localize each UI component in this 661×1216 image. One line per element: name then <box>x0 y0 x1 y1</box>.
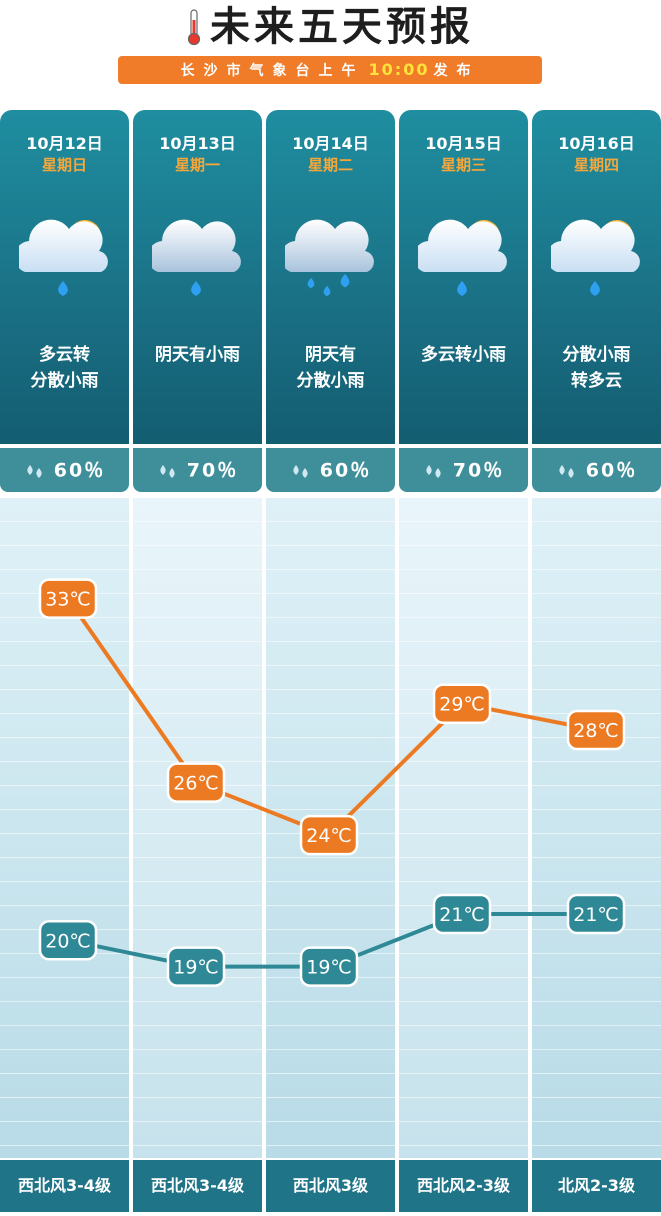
partly-cloudy-rain-icon <box>546 206 643 302</box>
precipitation-cell: 70％ <box>399 448 528 492</box>
temperature-label: 20℃ <box>45 930 91 952</box>
chart-column <box>399 498 528 1158</box>
day-date: 10月13日 <box>159 134 236 153</box>
low-temperature-point: 21℃ <box>566 893 626 935</box>
day-date: 10月16日 <box>558 134 635 153</box>
issue-suffix: 发布 <box>433 63 480 79</box>
partly-cloudy-rain-icon <box>14 206 111 302</box>
temperature-label: 33℃ <box>45 589 91 611</box>
precipitation-value: 60％ <box>585 459 638 482</box>
precipitation-cell: 70％ <box>133 448 262 492</box>
partly-cloudy-rain-icon <box>413 206 510 302</box>
wind-cell: 北风2-3级 <box>532 1160 661 1212</box>
chart-column <box>133 498 262 1158</box>
low-temperature-point: 19℃ <box>299 946 359 987</box>
weather-description-line: 多云转小雨 <box>421 345 506 365</box>
weather-description: 分散小雨 转多云 <box>532 342 661 394</box>
weather-description-line: 阴天有小雨 <box>155 345 240 365</box>
high-temperature-point: 28℃ <box>566 709 626 751</box>
day-date: 10月12日 <box>26 134 103 153</box>
precipitation-value: 70％ <box>452 459 505 482</box>
precipitation-cell: 60％ <box>0 448 129 492</box>
weather-description-line: 阴天有 <box>305 345 356 365</box>
droplets-icon <box>293 464 308 478</box>
wind-cell: 西北风3级 <box>266 1160 395 1212</box>
low-temperature-point: 20℃ <box>38 920 98 961</box>
raindrop <box>457 281 467 296</box>
issue-source: 长沙市气象台上午 <box>180 63 365 79</box>
weather-description-line: 分散小雨 <box>562 345 631 365</box>
droplets-icon <box>160 464 175 478</box>
overcast-rain-icon <box>147 206 244 302</box>
day-weekday: 星期三 <box>440 156 486 174</box>
temperature-chart-area: 33℃ 26℃ 24℃ 29℃ 28℃ 20℃ 19℃ 19℃ 21℃ 21℃ <box>0 498 661 1158</box>
overcast-showers-icon <box>280 206 377 302</box>
temperature-label: 21℃ <box>439 904 485 926</box>
precipitation-cell: 60％ <box>532 448 661 492</box>
day-panel: 10月14日 星期二阴天有分散小雨 <box>266 110 395 444</box>
raindrop <box>307 277 315 289</box>
weather-description: 多云转 分散小雨 <box>0 342 129 394</box>
title-row: 未来五天预报 <box>0 2 661 52</box>
low-temperature-point: 19℃ <box>166 946 226 987</box>
day-weekday: 星期二 <box>307 156 353 174</box>
day-weekday: 星期四 <box>573 156 619 174</box>
thermometer-icon <box>187 9 201 46</box>
weather-description-line: 多云转 <box>39 345 90 365</box>
precipitation-value: 60％ <box>319 459 372 482</box>
issue-banner: 长沙市气象台上午 10:00 发布 <box>118 56 542 84</box>
raindrop <box>340 273 350 288</box>
raindrop <box>323 285 331 297</box>
droplets-icon <box>27 464 42 478</box>
header: 未来五天预报 长沙市气象台上午 10:00 发布 <box>0 0 661 100</box>
chart-column <box>532 498 661 1158</box>
precipitation-cell: 60％ <box>266 448 395 492</box>
issue-time: 10:00 <box>368 60 430 79</box>
weather-description-line: 分散小雨 <box>30 371 99 391</box>
temperature-label: 26℃ <box>173 773 219 795</box>
weather-description: 阴天有 分散小雨 <box>266 342 395 394</box>
high-temperature-point: 29℃ <box>432 683 492 724</box>
droplets-icon <box>559 464 574 478</box>
low-temperature-point: 21℃ <box>432 893 492 935</box>
high-temperature-point: 26℃ <box>166 762 226 803</box>
temperature-label: 24℃ <box>306 825 352 847</box>
raindrop <box>58 281 68 296</box>
temperature-label: 28℃ <box>573 720 619 742</box>
temperature-label: 21℃ <box>573 904 619 926</box>
temperature-label: 19℃ <box>173 957 219 979</box>
page-title: 未来五天预报 <box>210 4 475 50</box>
high-temperature-point: 24℃ <box>299 814 359 856</box>
day-weekday: 星期日 <box>41 156 87 174</box>
day-date: 10月15日 <box>425 134 502 153</box>
wind-cell: 西北风2-3级 <box>399 1160 528 1212</box>
high-temperature-line <box>66 597 597 838</box>
weather-description-line: 分散小雨 <box>296 371 365 391</box>
temperature-line-chart: 33℃ 26℃ 24℃ 29℃ 28℃ 20℃ 19℃ 19℃ 21℃ 21℃ <box>38 578 626 987</box>
weather-description-line: 转多云 <box>571 371 622 391</box>
day-panel: 10月15日 星期三多云转小雨 <box>399 110 528 444</box>
weather-description: 阴天有小雨 <box>133 342 262 368</box>
temperature-label: 29℃ <box>439 694 485 716</box>
raindrop <box>590 281 600 296</box>
wind-cell: 西北风3-4级 <box>0 1160 129 1212</box>
day-panel: 10月13日 星期一阴天有小雨 <box>133 110 262 444</box>
droplets-icon <box>426 464 441 478</box>
wind-cell: 西北风3-4级 <box>133 1160 262 1212</box>
day-date: 10月14日 <box>292 134 369 153</box>
day-panel: 10月12日 星期日多云转分散小雨 <box>0 110 129 444</box>
temperature-label: 19℃ <box>306 957 352 979</box>
weather-description: 多云转小雨 <box>399 342 528 368</box>
day-weekday: 星期一 <box>174 156 220 174</box>
precipitation-value: 60％ <box>53 459 106 482</box>
raindrop <box>191 281 201 296</box>
day-panel: 10月16日 星期四分散小雨转多云 <box>532 110 661 444</box>
high-temperature-point: 33℃ <box>38 578 98 619</box>
precipitation-value: 70％ <box>186 459 239 482</box>
